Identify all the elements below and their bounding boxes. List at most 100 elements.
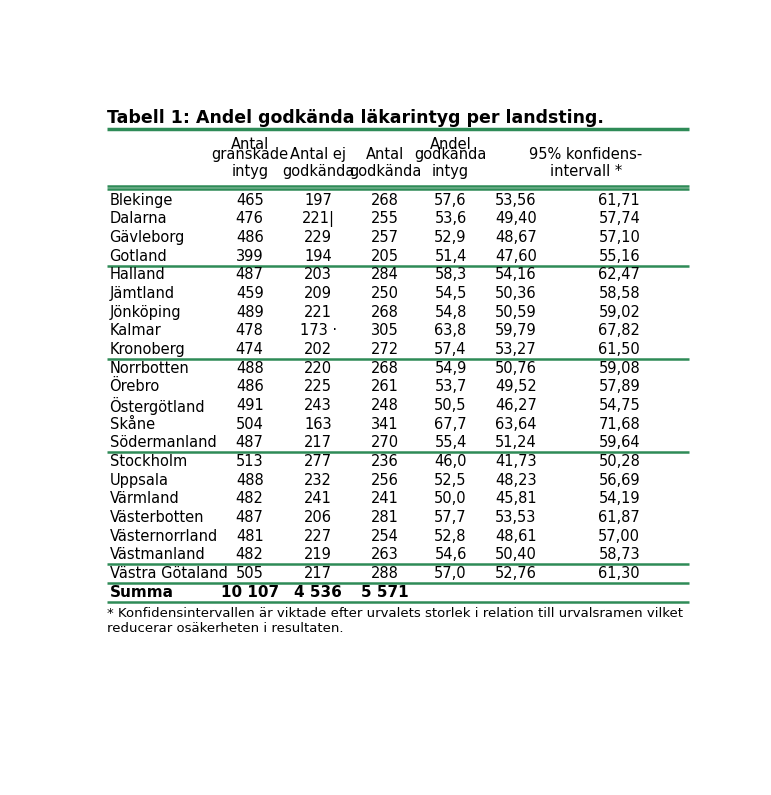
- Text: 489: 489: [236, 304, 264, 320]
- Text: 476: 476: [236, 211, 264, 227]
- Text: 221: 221: [304, 304, 332, 320]
- Text: 45,81: 45,81: [495, 491, 537, 506]
- Text: 250: 250: [371, 286, 399, 301]
- Text: Jönköping: Jönköping: [109, 304, 181, 320]
- Text: Gävleborg: Gävleborg: [109, 230, 185, 245]
- Text: 62,47: 62,47: [598, 267, 640, 282]
- Text: 54,8: 54,8: [434, 304, 466, 320]
- Text: 487: 487: [236, 436, 264, 451]
- Text: 63,8: 63,8: [434, 324, 466, 339]
- Text: 48,23: 48,23: [495, 473, 537, 488]
- Text: 229: 229: [304, 230, 332, 245]
- Text: 59,64: 59,64: [598, 436, 640, 451]
- Text: 277: 277: [304, 454, 332, 469]
- Text: Stockholm: Stockholm: [109, 454, 187, 469]
- Text: 55,4: 55,4: [434, 436, 466, 451]
- Text: 49,40: 49,40: [495, 211, 537, 227]
- Text: 486: 486: [236, 379, 264, 394]
- Text: 203: 203: [305, 267, 332, 282]
- Text: 256: 256: [371, 473, 399, 488]
- Text: 58,58: 58,58: [598, 286, 640, 301]
- Text: 67,7: 67,7: [434, 417, 466, 432]
- Text: 399: 399: [236, 249, 264, 264]
- Text: * Konfidensintervallen är viktade efter urvalets storlek i relation till urvalsr: * Konfidensintervallen är viktade efter …: [107, 607, 683, 634]
- Text: 48,67: 48,67: [495, 230, 537, 245]
- Text: 56,69: 56,69: [598, 473, 640, 488]
- Text: 51,4: 51,4: [434, 249, 466, 264]
- Text: 487: 487: [236, 267, 264, 282]
- Text: 236: 236: [371, 454, 399, 469]
- Text: 491: 491: [236, 398, 264, 413]
- Text: 46,0: 46,0: [434, 454, 466, 469]
- Text: Uppsala: Uppsala: [109, 473, 169, 488]
- Text: 59,02: 59,02: [598, 304, 640, 320]
- Text: 268: 268: [371, 192, 399, 207]
- Text: 268: 268: [371, 304, 399, 320]
- Text: 57,74: 57,74: [598, 211, 640, 227]
- Text: 61,87: 61,87: [598, 510, 640, 525]
- Text: 227: 227: [304, 529, 332, 544]
- Text: 48,61: 48,61: [495, 529, 537, 544]
- Text: Blekinge: Blekinge: [109, 192, 173, 207]
- Text: 232: 232: [305, 473, 332, 488]
- Text: 505: 505: [236, 566, 264, 581]
- Text: 54,16: 54,16: [495, 267, 537, 282]
- Text: 465: 465: [236, 192, 264, 207]
- Text: Antal ej
godkända: Antal ej godkända: [282, 146, 355, 179]
- Text: Andel: Andel: [429, 137, 471, 152]
- Text: 248: 248: [371, 398, 399, 413]
- Text: 254: 254: [371, 529, 399, 544]
- Text: 504: 504: [236, 417, 264, 432]
- Text: 41,73: 41,73: [495, 454, 537, 469]
- Text: Norrbotten: Norrbotten: [109, 361, 189, 376]
- Text: Halland: Halland: [109, 267, 165, 282]
- Text: 54,75: 54,75: [598, 398, 640, 413]
- Text: 482: 482: [236, 491, 264, 506]
- Text: 57,0: 57,0: [434, 566, 466, 581]
- Text: 478: 478: [236, 324, 264, 339]
- Text: 55,16: 55,16: [598, 249, 640, 264]
- Text: 63,64: 63,64: [495, 417, 537, 432]
- Text: 50,76: 50,76: [495, 361, 537, 376]
- Text: 50,40: 50,40: [495, 548, 537, 563]
- Text: 10 107: 10 107: [221, 585, 279, 599]
- Text: 341: 341: [371, 417, 399, 432]
- Text: 57,00: 57,00: [598, 529, 640, 544]
- Text: 261: 261: [371, 379, 399, 394]
- Text: 241: 241: [305, 491, 332, 506]
- Text: 53,56: 53,56: [495, 192, 537, 207]
- Text: 61,71: 61,71: [598, 192, 640, 207]
- Text: 482: 482: [236, 548, 264, 563]
- Text: 163: 163: [305, 417, 332, 432]
- Text: 206: 206: [304, 510, 332, 525]
- Text: granskade
intyg: granskade intyg: [211, 146, 288, 179]
- Text: 481: 481: [236, 529, 264, 544]
- Text: 59,08: 59,08: [598, 361, 640, 376]
- Text: 488: 488: [236, 361, 264, 376]
- Text: 205: 205: [371, 249, 399, 264]
- Text: 486: 486: [236, 230, 264, 245]
- Text: 57,7: 57,7: [434, 510, 466, 525]
- Text: 513: 513: [236, 454, 264, 469]
- Text: 474: 474: [236, 342, 264, 357]
- Text: 46,27: 46,27: [495, 398, 537, 413]
- Text: 281: 281: [371, 510, 399, 525]
- Text: 272: 272: [371, 342, 399, 357]
- Text: godkända
intyg: godkända intyg: [414, 146, 487, 179]
- Text: 217: 217: [304, 566, 332, 581]
- Text: 270: 270: [371, 436, 399, 451]
- Text: 54,19: 54,19: [598, 491, 640, 506]
- Text: 57,89: 57,89: [598, 379, 640, 394]
- Text: 50,28: 50,28: [598, 454, 640, 469]
- Text: 202: 202: [304, 342, 332, 357]
- Text: 52,76: 52,76: [495, 566, 537, 581]
- Text: Dalarna: Dalarna: [109, 211, 167, 227]
- Text: 51,24: 51,24: [495, 436, 537, 451]
- Text: 268: 268: [371, 361, 399, 376]
- Text: 284: 284: [371, 267, 399, 282]
- Text: 263: 263: [371, 548, 399, 563]
- Text: 53,53: 53,53: [495, 510, 537, 525]
- Text: 221|: 221|: [301, 211, 335, 227]
- Text: 257: 257: [371, 230, 399, 245]
- Text: 4 536: 4 536: [295, 585, 342, 599]
